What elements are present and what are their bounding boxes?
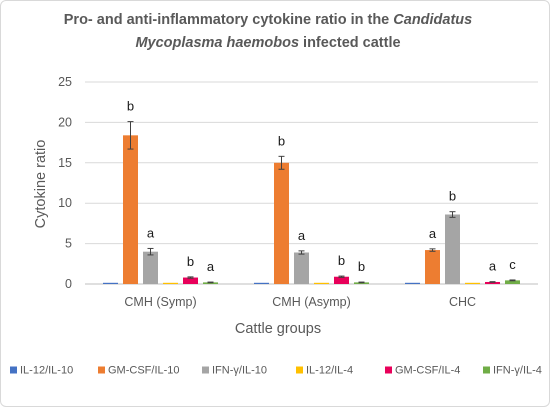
chart-title-line1: Pro- and anti-inflammatory cytokine rati… — [64, 12, 472, 28]
legend-swatch — [202, 366, 209, 374]
category-label: CHC — [449, 295, 476, 309]
bar — [505, 280, 520, 284]
y-tick-label: 10 — [58, 196, 72, 210]
bar — [425, 250, 440, 284]
legend-label: IL-12/IL-10 — [20, 365, 73, 377]
y-tick-label: 15 — [58, 156, 72, 170]
bar — [405, 282, 420, 284]
error-bars — [127, 121, 516, 284]
significance-label: a — [429, 226, 437, 241]
bar — [485, 281, 500, 284]
bar — [445, 214, 460, 284]
legend-swatch — [385, 366, 392, 374]
legend-swatch — [98, 366, 105, 374]
bar — [465, 282, 480, 284]
legend-label: IFN-γ/IL-10 — [212, 365, 267, 377]
legend-label: GM-CSF/IL-10 — [108, 365, 180, 377]
gridlines — [85, 81, 538, 285]
bar — [254, 282, 269, 284]
legend-swatch — [483, 366, 490, 374]
significance-label: b — [338, 253, 345, 268]
legend-label: IFN-γ/IL-4 — [493, 365, 542, 377]
legend-label: GM-CSF/IL-4 — [395, 365, 460, 377]
legend-swatch — [10, 366, 17, 374]
legend-label: IL-12/IL-4 — [306, 365, 353, 377]
bar-series — [103, 135, 520, 284]
bar — [183, 277, 198, 284]
bar — [143, 251, 158, 284]
significance-label: a — [298, 228, 306, 243]
bar — [163, 282, 178, 284]
chart-title-line2: Mycoplasma haemobos infected cattle — [135, 35, 400, 51]
bar — [274, 162, 289, 284]
x-axis-categories: CMH (Symp) CMH (Asymp) CHC — [124, 295, 476, 309]
significance-label: b — [127, 99, 134, 114]
y-tick-label: 25 — [58, 75, 72, 89]
y-axis-title: Cytokine ratio — [33, 140, 49, 229]
legend-swatch — [296, 366, 303, 374]
y-axis-ticks: 0 5 10 15 20 25 — [58, 75, 72, 291]
x-axis-title: Cattle groups — [235, 321, 321, 337]
significance-label: a — [147, 225, 155, 240]
y-tick-label: 5 — [65, 237, 72, 251]
bar — [103, 282, 118, 284]
significance-label: b — [187, 254, 194, 269]
significance-label: b — [449, 189, 456, 204]
significance-label: c — [509, 257, 516, 272]
bar — [294, 252, 309, 284]
category-label: CMH (Asymp) — [272, 295, 350, 309]
significance-label: b — [278, 133, 285, 148]
category-label: CMH (Symp) — [124, 295, 196, 309]
bar — [314, 282, 329, 284]
legend: IL-12/IL-10 GM-CSF/IL-10 IFN-γ/IL-10 IL-12/… — [10, 365, 542, 377]
significance-label: a — [207, 259, 215, 274]
significance-label: b — [358, 259, 365, 274]
y-tick-label: 0 — [65, 277, 72, 291]
bar — [123, 135, 138, 284]
significance-label: a — [489, 259, 497, 274]
y-tick-label: 20 — [58, 115, 72, 129]
bar — [334, 276, 349, 284]
